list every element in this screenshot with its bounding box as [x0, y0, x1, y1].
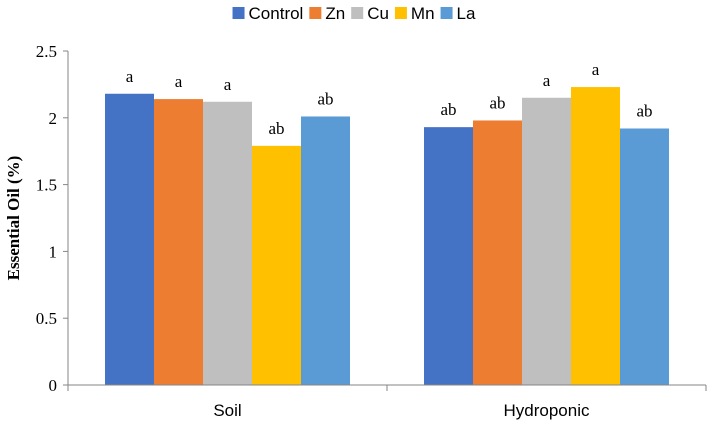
legend-item-cu: Cu — [351, 4, 389, 23]
bar-zn-soil — [154, 99, 203, 385]
bar-mn-soil — [252, 145, 301, 385]
y-tick-label: 0 — [49, 376, 58, 395]
bars: a a a ab ab ab ab a a ab — [105, 60, 669, 386]
legend-swatch — [232, 7, 245, 19]
legend-item-mn: Mn — [394, 4, 435, 23]
legend-label: Zn — [325, 4, 345, 23]
bar-mn-hydroponic — [571, 87, 620, 386]
bar-la-soil — [301, 116, 350, 386]
bar-cu-soil — [203, 101, 252, 385]
y-tick-label: 0.5 — [36, 309, 57, 328]
y-tick-label: 2.5 — [36, 42, 57, 61]
bar-la-hydroponic — [620, 128, 669, 385]
legend-swatch — [309, 7, 322, 19]
legend: Control Zn Cu Mn La — [232, 4, 476, 23]
y-tick-label: 2 — [49, 109, 58, 128]
bar-control-soil — [105, 93, 154, 385]
bar-control-hydroponic — [424, 127, 473, 385]
data-label: ab — [317, 89, 333, 108]
y-tick-label: 1 — [49, 242, 58, 261]
legend-label: Control — [249, 4, 304, 23]
data-label: a — [543, 71, 551, 90]
legend-label: Cu — [367, 4, 389, 23]
legend-item-zn: Zn — [309, 4, 345, 23]
data-label: ab — [440, 100, 456, 119]
legend-label: La — [457, 4, 476, 23]
y-axis: 0 0.5 1 1.5 2 2.5 — [36, 42, 69, 395]
legend-item-control: Control — [232, 4, 304, 23]
x-category-label: Soil — [213, 401, 241, 420]
data-label: a — [592, 60, 600, 79]
data-label: ab — [489, 93, 505, 112]
x-axis: Soil Hydroponic — [67, 384, 707, 420]
x-category-label: Hydroponic — [504, 401, 590, 420]
y-axis-title: Essential Oil (%) — [4, 156, 23, 281]
legend-swatch — [394, 7, 407, 19]
bar-cu-hydroponic — [522, 97, 571, 385]
data-label: a — [175, 72, 183, 91]
legend-label: Mn — [411, 4, 435, 23]
y-tick-label: 1.5 — [36, 176, 57, 195]
data-label: a — [126, 67, 134, 86]
bar-zn-hydroponic — [473, 120, 522, 386]
data-label: ab — [636, 101, 652, 120]
legend-swatch — [351, 7, 364, 19]
data-label: ab — [268, 119, 284, 138]
data-label: a — [224, 75, 232, 94]
legend-swatch — [440, 7, 453, 19]
legend-item-la: La — [440, 4, 476, 23]
